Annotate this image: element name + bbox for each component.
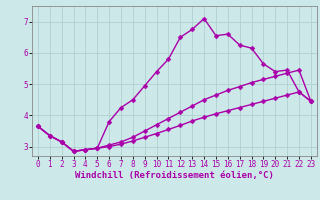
X-axis label: Windchill (Refroidissement éolien,°C): Windchill (Refroidissement éolien,°C) (75, 171, 274, 180)
